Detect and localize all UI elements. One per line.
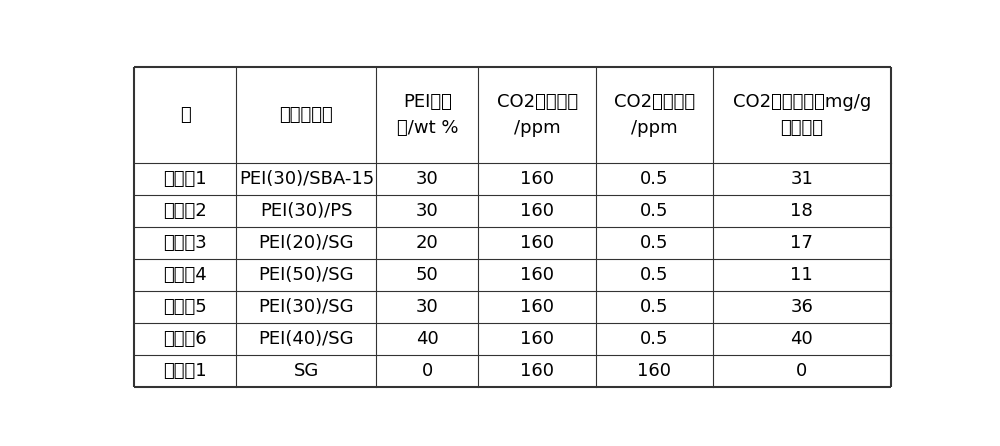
- Text: 160: 160: [637, 362, 671, 380]
- Text: 30: 30: [416, 170, 439, 188]
- Text: 160: 160: [520, 330, 554, 348]
- Text: PEI(30)/SBA-15: PEI(30)/SBA-15: [239, 170, 374, 188]
- Text: SG: SG: [294, 362, 319, 380]
- Text: PEI负载
量/wt %: PEI负载 量/wt %: [397, 93, 458, 137]
- Text: 0: 0: [422, 362, 433, 380]
- Text: 例: 例: [180, 106, 191, 124]
- Text: 实施例1: 实施例1: [164, 170, 207, 188]
- Text: 50: 50: [416, 266, 439, 284]
- Text: 160: 160: [520, 298, 554, 316]
- Text: 30: 30: [416, 298, 439, 316]
- Text: 0.5: 0.5: [640, 170, 669, 188]
- Text: 实施例4: 实施例4: [163, 266, 207, 284]
- Text: 160: 160: [520, 266, 554, 284]
- Text: 实施例3: 实施例3: [163, 234, 207, 252]
- Text: 实施例5: 实施例5: [163, 298, 207, 316]
- Text: 实施例6: 实施例6: [164, 330, 207, 348]
- Text: PEI(20)/SG: PEI(20)/SG: [259, 234, 354, 252]
- Text: PEI(30)/PS: PEI(30)/PS: [260, 202, 353, 220]
- Text: 实施例2: 实施例2: [163, 202, 207, 220]
- Text: CO2初始含量
/ppm: CO2初始含量 /ppm: [497, 93, 578, 137]
- Text: 36: 36: [790, 298, 813, 316]
- Text: CO2透过容量（mg/g
吸附剂）: CO2透过容量（mg/g 吸附剂）: [733, 93, 871, 137]
- Text: 0.5: 0.5: [640, 298, 669, 316]
- Text: 160: 160: [520, 170, 554, 188]
- Text: PEI(50)/SG: PEI(50)/SG: [259, 266, 354, 284]
- Text: 160: 160: [520, 234, 554, 252]
- Text: 0.5: 0.5: [640, 234, 669, 252]
- Text: 160: 160: [520, 362, 554, 380]
- Text: 对比例1: 对比例1: [164, 362, 207, 380]
- Text: 11: 11: [790, 266, 813, 284]
- Text: 0: 0: [796, 362, 807, 380]
- Text: 17: 17: [790, 234, 813, 252]
- Text: 18: 18: [790, 202, 813, 220]
- Text: PEI(40)/SG: PEI(40)/SG: [259, 330, 354, 348]
- Text: CO2最终含量
/ppm: CO2最终含量 /ppm: [614, 93, 695, 137]
- Text: 0.5: 0.5: [640, 266, 669, 284]
- Text: 0.5: 0.5: [640, 330, 669, 348]
- Text: 40: 40: [416, 330, 439, 348]
- Text: 31: 31: [790, 170, 813, 188]
- Text: PEI(30)/SG: PEI(30)/SG: [259, 298, 354, 316]
- Text: 吸附剂材料: 吸附剂材料: [280, 106, 333, 124]
- Text: 0.5: 0.5: [640, 202, 669, 220]
- Text: 160: 160: [520, 202, 554, 220]
- Text: 40: 40: [790, 330, 813, 348]
- Text: 20: 20: [416, 234, 439, 252]
- Text: 30: 30: [416, 202, 439, 220]
